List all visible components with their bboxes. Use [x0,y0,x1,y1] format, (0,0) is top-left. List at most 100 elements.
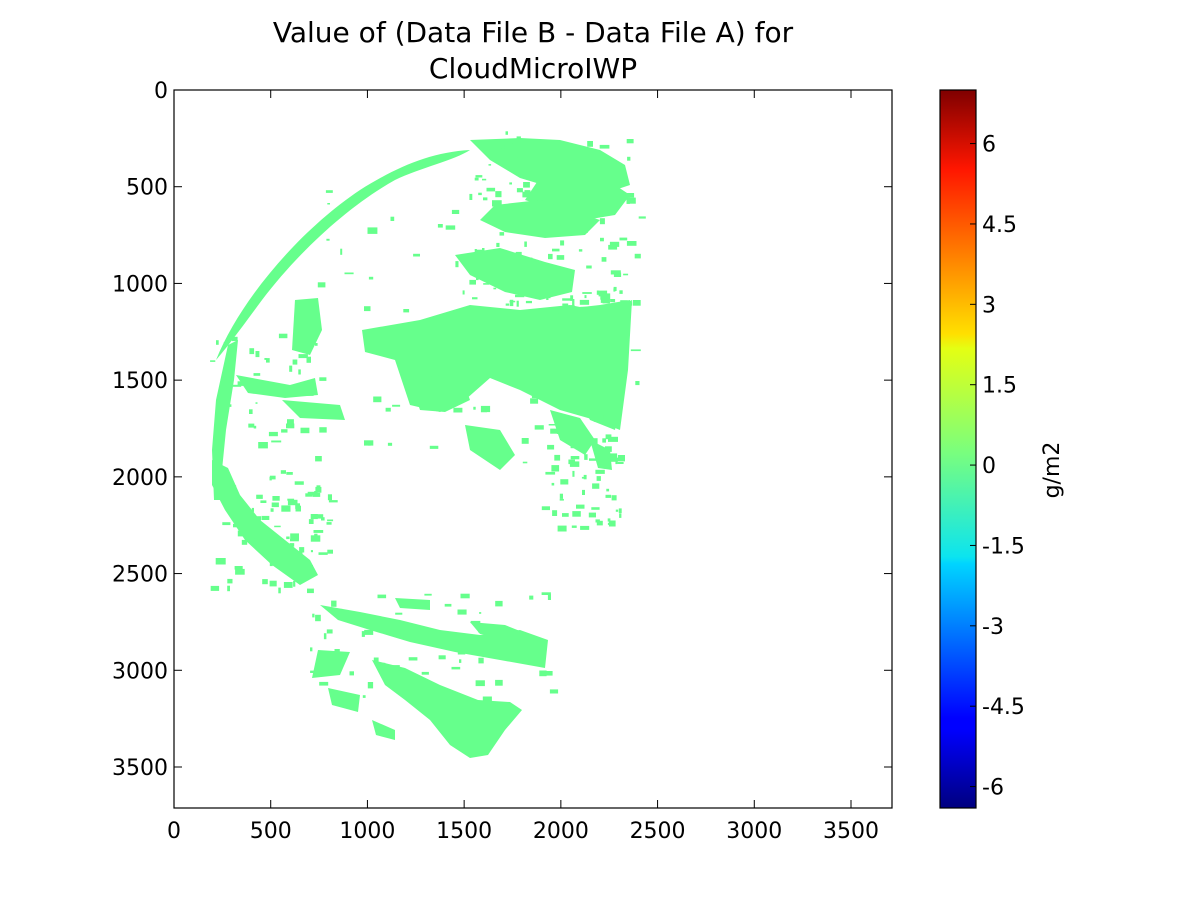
cloud-speck [232,384,242,387]
cloud-speck [475,249,484,255]
cloud-speck [579,299,590,305]
cloud-speck [310,670,316,673]
cloud-speck [558,276,566,280]
cloud-speck [424,593,432,596]
cloud-speck [254,535,264,540]
cloud-patch [395,598,430,610]
cloud-speck [610,299,616,303]
cloud-speck [604,446,612,452]
cloud-speck [308,519,314,524]
cloud-speck [327,494,332,501]
x-tick-label: 2500 [630,819,686,844]
cloud-speck [451,209,460,214]
cloud-speck [233,523,240,528]
cloud-speck [552,248,560,252]
cloud-speck [576,504,585,509]
colorbar-tick-label: -6 [982,776,1004,801]
cloud-speck [534,425,544,430]
cloud-speck [261,515,270,520]
cloud-speck [572,352,580,358]
cloud-speck [521,438,529,444]
cloud-speck [283,582,293,588]
cloud-speck [270,508,274,512]
colorbar-ticks: 6 4.5 3 1.5 0 -1.5 -3 -4.5 -6 [970,133,1025,801]
cloud-speck [325,190,333,193]
cloud-speck [227,585,230,592]
cloud-speck [519,206,526,211]
cloud-speck [502,139,513,146]
cloud-speck [460,593,470,599]
cloud-speck [445,225,456,230]
cloud-speck [604,184,612,190]
cloud-speck [286,536,290,540]
cloud-speck [591,507,600,510]
cloud-speck [216,340,219,345]
cloud-speck [546,337,551,340]
cloud-speck [560,479,569,485]
cloud-speck [349,671,354,676]
cloud-speck [576,428,583,434]
cloud-speck [600,293,611,300]
y-tick-label: 3500 [112,756,168,781]
cloud-speck [520,658,524,663]
cloud-speck [361,631,365,637]
cloud-speck [388,352,398,359]
cloud-speck [588,379,597,385]
cloud-speck [326,238,330,241]
cloud-speck [539,670,547,677]
cloud-speck [482,696,492,703]
cloud-speck [600,165,604,168]
cloud-speck [497,447,506,450]
cloud-speck [470,620,481,624]
cloud-speck [256,494,263,499]
cloud-speck [231,336,238,342]
cloud-speck [620,300,628,306]
cloud-speck [601,257,607,262]
cloud-speck [298,554,302,561]
cloud-speck [371,339,376,341]
cloud-speck [580,525,590,530]
cloud-speck [526,268,532,270]
cloud-speck [266,358,270,363]
cloud-speck [610,270,621,275]
cloud-speck [522,146,529,152]
cloud-speck [509,182,512,185]
plot-frame [173,89,893,809]
cloud-speck [476,277,479,281]
cloud-speck [475,680,485,687]
cloud-speck [310,647,313,652]
cloud-speck [587,141,593,147]
cloud-speck [594,152,603,159]
cloud-speck [589,458,597,461]
chart-title-line-1: Value of (Data File B - Data File A) for [272,16,794,49]
cloud-speck [562,392,567,398]
cloud-speck [623,273,629,276]
cloud-speck [492,200,502,207]
cloud-speck [249,348,255,355]
cloud-speck [237,530,246,537]
cloud-speck [278,587,281,594]
cloud-speck [478,192,482,196]
cloud-speck [287,419,294,426]
cloud-speck [516,136,521,139]
cloud-speck [503,326,513,332]
cloud-speck [552,510,558,516]
cloud-speck [617,455,625,462]
cloud-speck [489,441,500,447]
cloud-speck [495,191,502,198]
x-tick-label: 1000 [339,819,395,844]
cloud-speck [638,216,646,219]
cloud-speck [626,197,630,204]
cloud-speck [488,365,495,371]
cloud-speck [362,695,366,698]
cloud-speck [484,250,490,253]
cloud-speck [369,329,378,335]
cloud-speck [300,427,310,434]
colorbar-tick-label: 1.5 [982,374,1017,399]
cloud-speck [541,506,550,511]
cloud-speck [570,441,579,449]
cloud-speck [448,402,456,407]
cloud-speck [550,428,560,434]
cloud-speck [488,164,492,166]
y-tick-label: 500 [126,176,168,201]
